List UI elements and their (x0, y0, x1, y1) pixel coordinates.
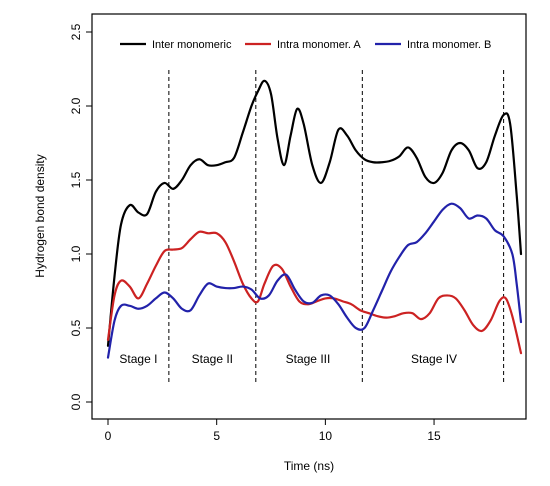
stage-label-3: Stage III (286, 352, 331, 366)
stage-label-1: Stage I (119, 352, 157, 366)
x-tick-label-4: 15 (427, 429, 441, 443)
y-tick-label-2: 0.5 (69, 319, 83, 336)
plot-frame (91, 13, 527, 420)
legend-label-3: Intra monomer. B (407, 39, 491, 51)
series-line-1 (106, 79, 523, 347)
series-line-3 (106, 202, 523, 359)
stage-boundaries (168, 70, 505, 384)
stage-labels: Stage I Stage II Stage III Stage IV (119, 352, 457, 366)
legend-label-2: Intra monomer. A (277, 39, 361, 51)
y-axis-label: Hydrogen bond density (33, 154, 47, 277)
y-tick-label-4: 1.5 (69, 171, 83, 188)
x-tick-label-3: 10 (319, 429, 333, 443)
series-layer (106, 79, 523, 359)
y-tick-label-3: 1.0 (69, 245, 83, 262)
legend-label-1: Inter monomeric (152, 39, 232, 51)
y-tick-label-5: 2.0 (69, 97, 83, 114)
y-tick-label-6: 2.5 (69, 23, 83, 40)
x-tick-label-1: 0 (105, 429, 112, 443)
x-tick-label-2: 5 (213, 429, 220, 443)
stage-label-4: Stage IV (411, 352, 457, 366)
stage-label-2: Stage II (192, 352, 233, 366)
y-axis: 0.0 0.5 1.0 1.5 2.0 2.5 (69, 23, 92, 410)
series-line-2 (106, 230, 523, 355)
y-tick-label-1: 0.0 (69, 393, 83, 410)
x-axis: 0 5 10 15 (105, 419, 441, 443)
x-axis-label: Time (ns) (284, 459, 334, 473)
legend: Inter monomeric Intra monomer. A Intra mon… (120, 39, 491, 51)
